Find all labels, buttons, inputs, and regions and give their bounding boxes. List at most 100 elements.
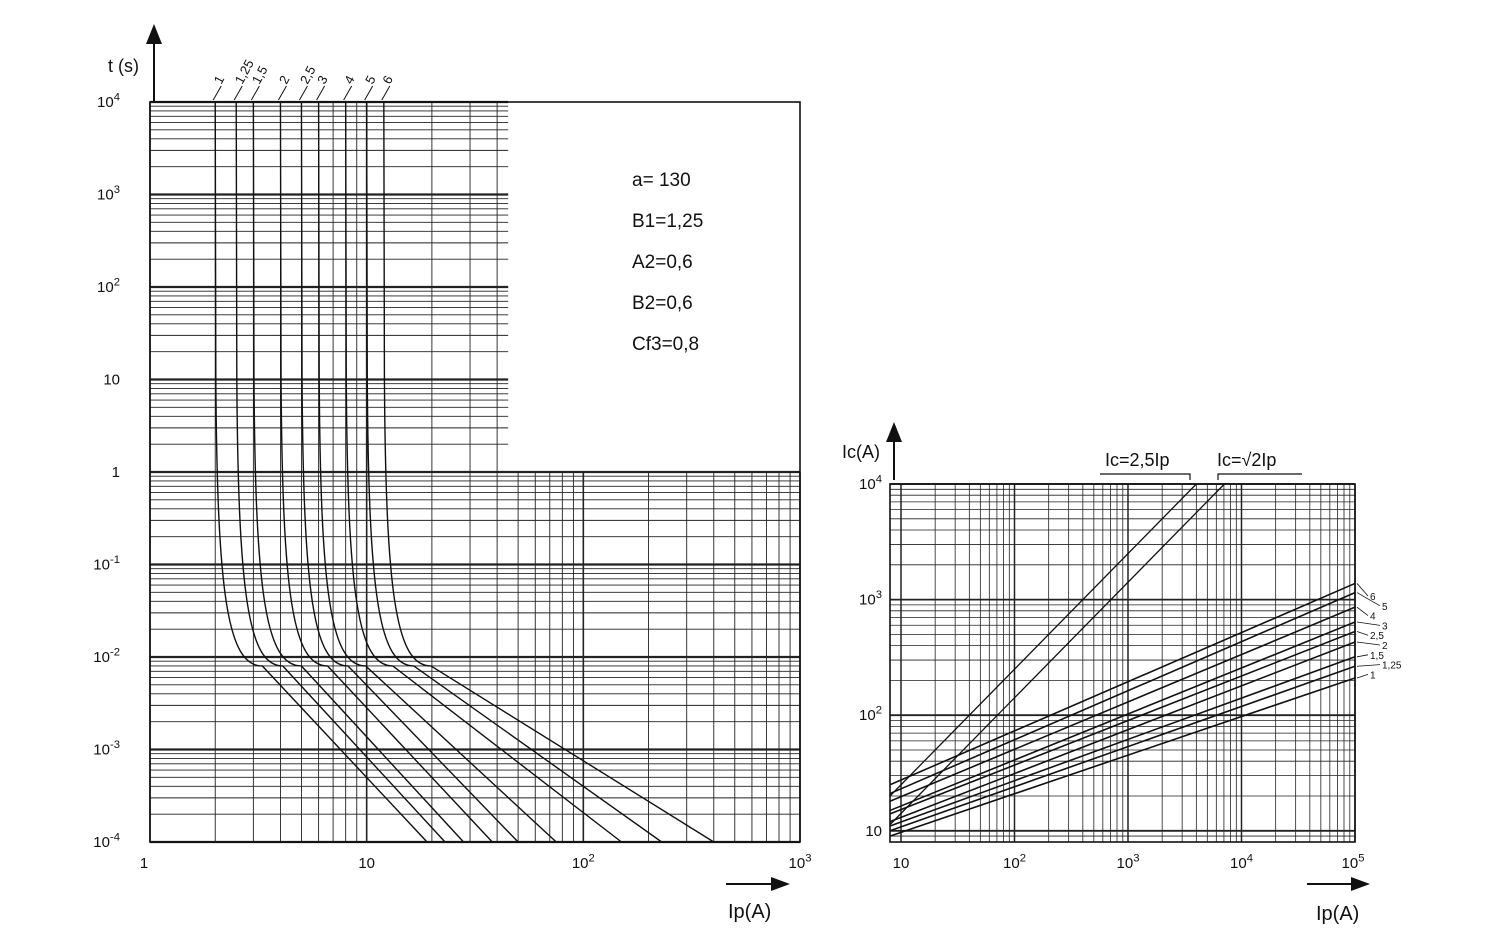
series-label-0: 6 bbox=[1370, 592, 1376, 603]
x-tick-label: 105 bbox=[1342, 852, 1365, 872]
y-tick-label-base: 10 bbox=[97, 279, 114, 296]
y-tick-label: 10-3 bbox=[93, 739, 120, 759]
y-tick-label-base: 10 bbox=[97, 187, 114, 204]
plot-frame bbox=[889, 483, 1356, 843]
y-tick-label: 102 bbox=[859, 704, 882, 724]
x-tick-label-exp: 5 bbox=[1358, 852, 1364, 864]
reference-labels: Ic=2,5Ip Ic=√2Ip bbox=[1100, 450, 1302, 480]
x-tick-label-base: 10 bbox=[358, 855, 375, 872]
parameter-box: a= 130 B1=1,25 A2=0,6 B2=0,6 Cf3=0,8 bbox=[632, 170, 703, 355]
y-tick-label: 104 bbox=[859, 473, 882, 493]
x-tick-label-base: 10 bbox=[1230, 855, 1247, 872]
series-leader-8 bbox=[1356, 674, 1369, 679]
reference-label-sqrt2: Ic=√2Ip bbox=[1217, 450, 1276, 470]
reference-label-2-5: Ic=2,5Ip bbox=[1105, 450, 1170, 470]
x-tick-label-exp: 3 bbox=[1133, 852, 1139, 864]
y-tick-label-exp: 3 bbox=[876, 589, 882, 601]
curve-label-6: 4 bbox=[341, 73, 358, 86]
y-tick-label-base: 1 bbox=[112, 464, 120, 481]
curve-label-8: 6 bbox=[379, 73, 396, 86]
series-leader-0 bbox=[1356, 583, 1369, 597]
reference-label-underline bbox=[1217, 473, 1302, 480]
plot-frame bbox=[149, 101, 801, 843]
curve-leader-7 bbox=[364, 85, 374, 101]
x-tick-label: 103 bbox=[1117, 852, 1140, 872]
x-tick-label: 10 bbox=[358, 855, 375, 872]
reference-lines bbox=[889, 483, 1225, 826]
x-tick-label: 104 bbox=[1230, 852, 1253, 872]
curve-labels: 1 1,251,5 2 2,53 4 5 6 bbox=[211, 57, 396, 101]
series-line-7 bbox=[889, 665, 1356, 832]
y-tick-label-exp: 3 bbox=[114, 184, 120, 196]
curve-label-3: 2 bbox=[276, 73, 293, 86]
series-line-4 bbox=[889, 630, 1356, 815]
parameter-text: B1=1,25 bbox=[632, 211, 703, 232]
y-tick-label-exp: -2 bbox=[110, 646, 120, 658]
y-tick-label: 104 bbox=[97, 91, 120, 111]
curve-line-6 bbox=[344, 101, 622, 843]
series-line-0 bbox=[889, 582, 1356, 786]
x-tick-label: 1 bbox=[140, 855, 148, 872]
x-tick-label: 102 bbox=[1003, 852, 1026, 872]
y-tick-label-exp: -1 bbox=[110, 554, 120, 566]
x-axis-arrow-head bbox=[771, 877, 790, 891]
curve-leader-3 bbox=[278, 85, 287, 101]
y-tick-label-base: 10 bbox=[859, 476, 876, 493]
series-label-5: 2 bbox=[1382, 641, 1388, 652]
x-tick-label: 10 bbox=[893, 855, 910, 872]
curve-label-4: 2,5 bbox=[297, 63, 319, 86]
curve-line-5 bbox=[317, 101, 557, 843]
x-tick-label-exp: 2 bbox=[1020, 852, 1026, 864]
x-tick-label: 103 bbox=[789, 852, 812, 872]
parameter-text: A2=0,6 bbox=[632, 252, 693, 273]
curve-label-2: 1,5 bbox=[249, 63, 271, 86]
curve-leader-0 bbox=[212, 85, 222, 101]
series-label-4: 2,5 bbox=[1370, 631, 1384, 642]
y-tick-label: 10-2 bbox=[93, 646, 120, 666]
series-leader-7 bbox=[1356, 664, 1381, 667]
y-tick-label-base: 10 bbox=[865, 823, 882, 840]
y-tick-label: 10 bbox=[865, 823, 882, 840]
series-lines bbox=[889, 582, 1356, 837]
y-tick-label: 103 bbox=[97, 184, 120, 204]
y-tick-label-base: 10 bbox=[103, 372, 120, 389]
parameter-text: Cf3=0,8 bbox=[632, 334, 699, 355]
reference-label-underline bbox=[1100, 473, 1191, 480]
x-tick-label-exp: 4 bbox=[1247, 852, 1253, 864]
y-tick-label: 10 bbox=[103, 372, 120, 389]
curve-line-8 bbox=[383, 101, 715, 843]
y-tick-label-exp: 2 bbox=[114, 276, 120, 288]
x-tick-label-base: 10 bbox=[1342, 855, 1359, 872]
x-tick-label-exp: 3 bbox=[805, 852, 811, 864]
y-axis-arrow-head bbox=[146, 24, 162, 44]
y-tick-label-exp: -4 bbox=[110, 831, 120, 843]
curve-leader-2 bbox=[250, 85, 260, 101]
curve-line-2 bbox=[252, 101, 465, 843]
curve-label-5: 3 bbox=[314, 73, 331, 86]
x-tick-label-base: 10 bbox=[893, 855, 910, 872]
curve-leader-1 bbox=[233, 85, 243, 101]
y-tick-label-exp: 2 bbox=[876, 704, 882, 716]
series-label-8: 1 bbox=[1370, 670, 1376, 681]
curve-leader-6 bbox=[343, 85, 353, 101]
series-leader-1 bbox=[1356, 592, 1381, 607]
series-leader-3 bbox=[1356, 621, 1381, 626]
x-axis-title: Ip(A) bbox=[1316, 903, 1359, 925]
time-current-chart: 1 1,251,5 2 2,53 4 5 61 10 102 10310410310210110-… bbox=[93, 24, 811, 923]
curve-leader-8 bbox=[381, 85, 391, 101]
y-axis-title: t (s) bbox=[108, 56, 139, 76]
series-leader-2 bbox=[1356, 606, 1369, 616]
y-tick-label-base: 10 bbox=[93, 649, 110, 666]
y-tick-label-base: 10 bbox=[859, 592, 876, 609]
y-tick-label-base: 10 bbox=[93, 557, 110, 574]
x-tick-label-exp: 2 bbox=[589, 852, 595, 864]
series-line-3 bbox=[889, 621, 1356, 812]
y-axis-arrow-head bbox=[886, 422, 902, 442]
curves bbox=[214, 101, 715, 843]
curve-label-7: 5 bbox=[362, 73, 379, 86]
series-leader-6 bbox=[1356, 654, 1369, 658]
series-leader-4 bbox=[1356, 631, 1369, 636]
